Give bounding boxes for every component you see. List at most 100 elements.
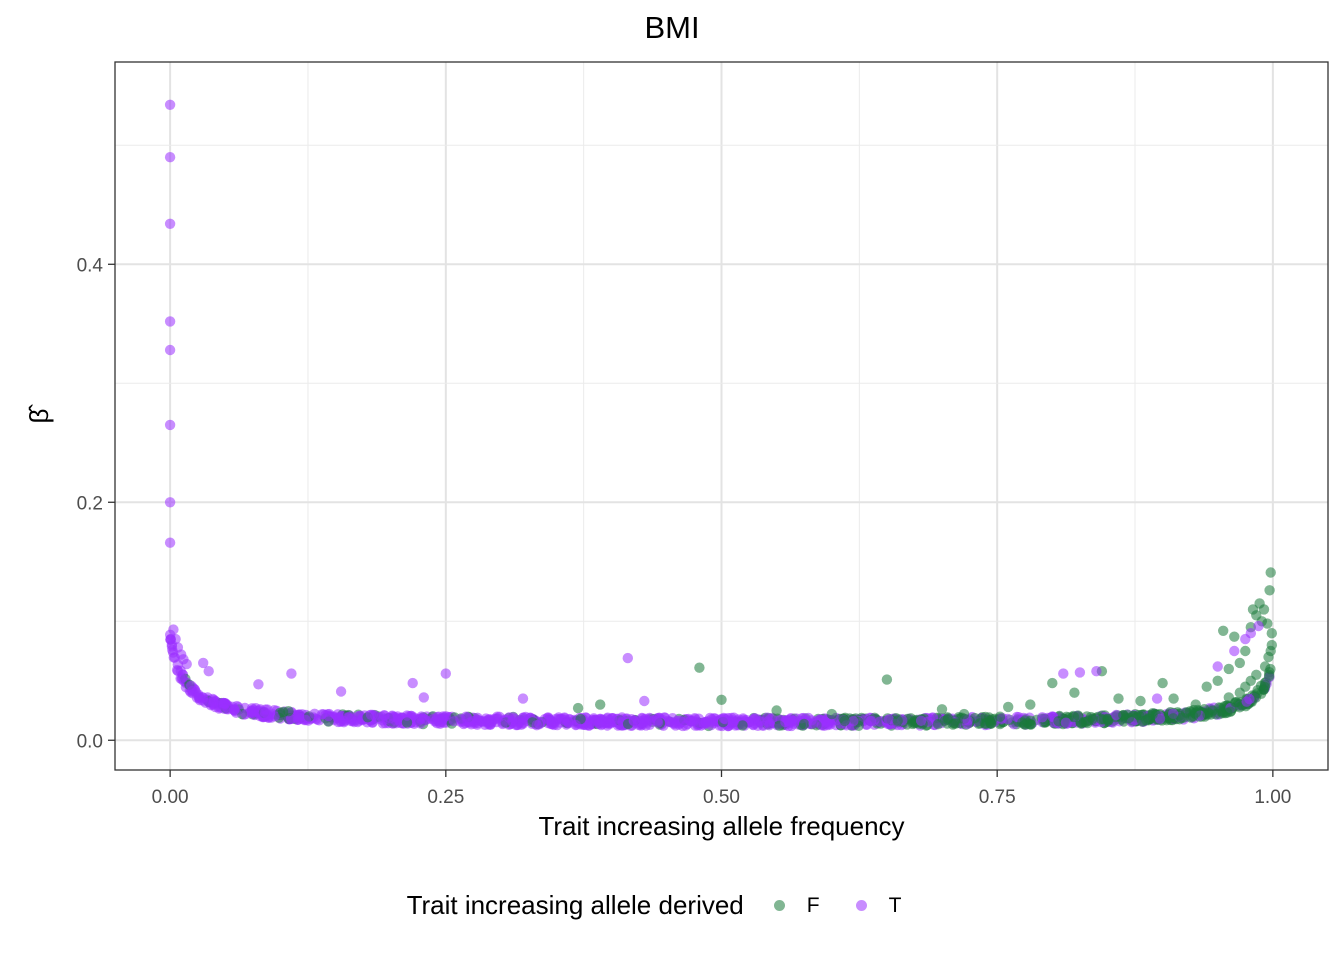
band-point bbox=[455, 713, 466, 725]
band-point bbox=[388, 718, 399, 729]
data-point-t bbox=[335, 686, 347, 697]
data-point-f bbox=[1069, 687, 1080, 698]
band-point bbox=[808, 718, 819, 729]
band-point bbox=[1180, 707, 1192, 718]
data-point-f bbox=[1234, 687, 1246, 698]
band-point bbox=[728, 716, 739, 727]
data-point-f bbox=[1240, 645, 1251, 657]
band-point bbox=[517, 718, 529, 729]
band-point bbox=[1098, 714, 1109, 725]
band-point bbox=[628, 715, 640, 726]
band-point bbox=[652, 717, 664, 728]
band-point bbox=[640, 713, 651, 724]
data-point-t bbox=[1229, 645, 1240, 657]
data-point-f bbox=[1190, 699, 1201, 710]
band-point bbox=[1147, 709, 1158, 720]
data-point-f bbox=[771, 705, 782, 716]
data-point-f bbox=[1168, 693, 1179, 704]
band-point bbox=[534, 719, 545, 730]
band-point bbox=[950, 718, 961, 729]
data-point-t bbox=[1091, 666, 1102, 677]
legend-swatch-t bbox=[855, 900, 867, 911]
data-point-f bbox=[1212, 675, 1223, 686]
y-tick-label: 0.0 bbox=[77, 731, 103, 752]
band-point bbox=[1118, 710, 1129, 721]
legend-label-t: T bbox=[888, 893, 902, 917]
x-tick-label: 0.00 bbox=[152, 787, 189, 808]
band-point bbox=[816, 720, 827, 731]
band-point bbox=[1024, 719, 1035, 730]
data-point-f bbox=[1047, 677, 1058, 689]
data-point-t bbox=[198, 657, 209, 669]
band-point bbox=[611, 713, 623, 724]
axis-ticks: 0.00 0.25 0.50 0.75 1.00 0.0 0.2 0.4 bbox=[77, 255, 1292, 808]
data-point-t bbox=[164, 497, 176, 508]
data-point-f bbox=[1003, 701, 1014, 713]
data-point-f bbox=[595, 699, 606, 710]
data-point-f bbox=[1157, 677, 1168, 689]
x-tick-label: 0.75 bbox=[979, 787, 1016, 808]
data-points bbox=[164, 99, 1278, 720]
data-point-f bbox=[1223, 692, 1235, 703]
band-point bbox=[219, 703, 230, 714]
data-point-f bbox=[1113, 693, 1124, 704]
x-tick-label: 0.25 bbox=[427, 787, 464, 808]
data-point-f bbox=[1263, 651, 1274, 663]
data-point-t bbox=[253, 679, 264, 690]
band-point bbox=[483, 719, 494, 730]
band-point bbox=[277, 706, 289, 718]
data-point-f bbox=[1259, 661, 1271, 672]
y-axis-title: β̂ bbox=[24, 404, 54, 424]
data-point-t bbox=[1074, 667, 1086, 678]
band-point bbox=[300, 714, 312, 726]
x-axis-title: Trait increasing allele frequency bbox=[538, 811, 904, 841]
band-point bbox=[494, 711, 505, 722]
y-tick-label: 0.2 bbox=[77, 493, 103, 514]
data-point-t bbox=[1245, 628, 1257, 639]
band-point bbox=[509, 713, 520, 724]
legend-key-f: F bbox=[773, 894, 820, 918]
band-point bbox=[262, 709, 273, 720]
chart-title: BMI bbox=[644, 10, 700, 45]
band-point bbox=[791, 713, 802, 724]
band-point bbox=[1190, 707, 1202, 718]
data-point-f bbox=[1135, 695, 1146, 707]
data-point-t bbox=[1151, 693, 1163, 704]
legend-title: Trait increasing allele derived bbox=[406, 890, 744, 920]
data-point-t bbox=[1058, 668, 1069, 679]
band-point bbox=[429, 716, 440, 727]
legend-swatch-f bbox=[773, 900, 785, 911]
band-point bbox=[1244, 693, 1255, 705]
band-point bbox=[974, 718, 986, 729]
data-point-f bbox=[881, 674, 893, 685]
data-point-t bbox=[164, 316, 176, 327]
band-point bbox=[1037, 712, 1048, 723]
data-point-t bbox=[622, 652, 633, 664]
point-band bbox=[165, 629, 1276, 732]
band-point bbox=[718, 713, 730, 724]
band-point bbox=[1168, 713, 1179, 724]
data-point-f bbox=[958, 708, 970, 720]
band-point bbox=[583, 720, 594, 731]
grid-lines bbox=[115, 62, 1328, 770]
band-point bbox=[987, 714, 998, 725]
data-point-f bbox=[1258, 604, 1270, 615]
band-point bbox=[1068, 711, 1080, 723]
band-point bbox=[369, 710, 381, 721]
band-point bbox=[570, 719, 581, 731]
band-point bbox=[676, 716, 687, 728]
band-point bbox=[780, 716, 791, 728]
data-point-t bbox=[164, 218, 176, 229]
band-point bbox=[418, 713, 430, 724]
data-point-f bbox=[1262, 618, 1273, 629]
data-point-t bbox=[181, 658, 192, 670]
x-tick-label: 0.50 bbox=[703, 787, 740, 808]
data-point-f bbox=[1265, 567, 1276, 578]
data-point-f bbox=[936, 704, 948, 715]
data-point-t bbox=[164, 344, 176, 356]
band-point bbox=[208, 697, 219, 708]
x-tick-label: 1.00 bbox=[1254, 787, 1291, 808]
data-point-f bbox=[1264, 585, 1275, 596]
data-point-f bbox=[1201, 681, 1212, 692]
